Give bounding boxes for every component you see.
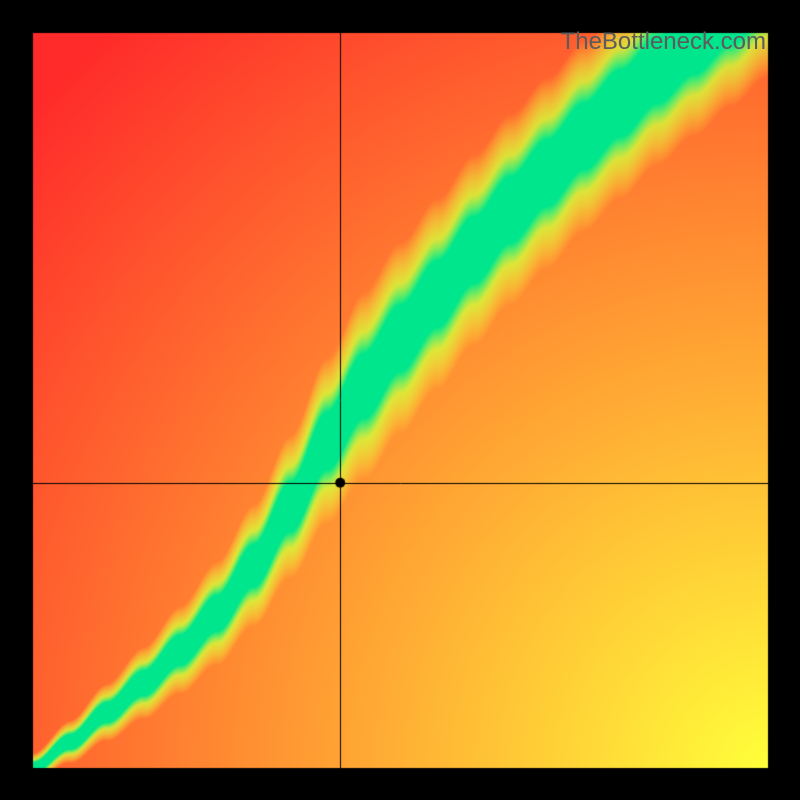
watermark-text: TheBottleneck.com <box>561 28 766 56</box>
chart-stage: TheBottleneck.com <box>0 0 800 800</box>
bottleneck-heatmap-canvas <box>0 0 800 800</box>
